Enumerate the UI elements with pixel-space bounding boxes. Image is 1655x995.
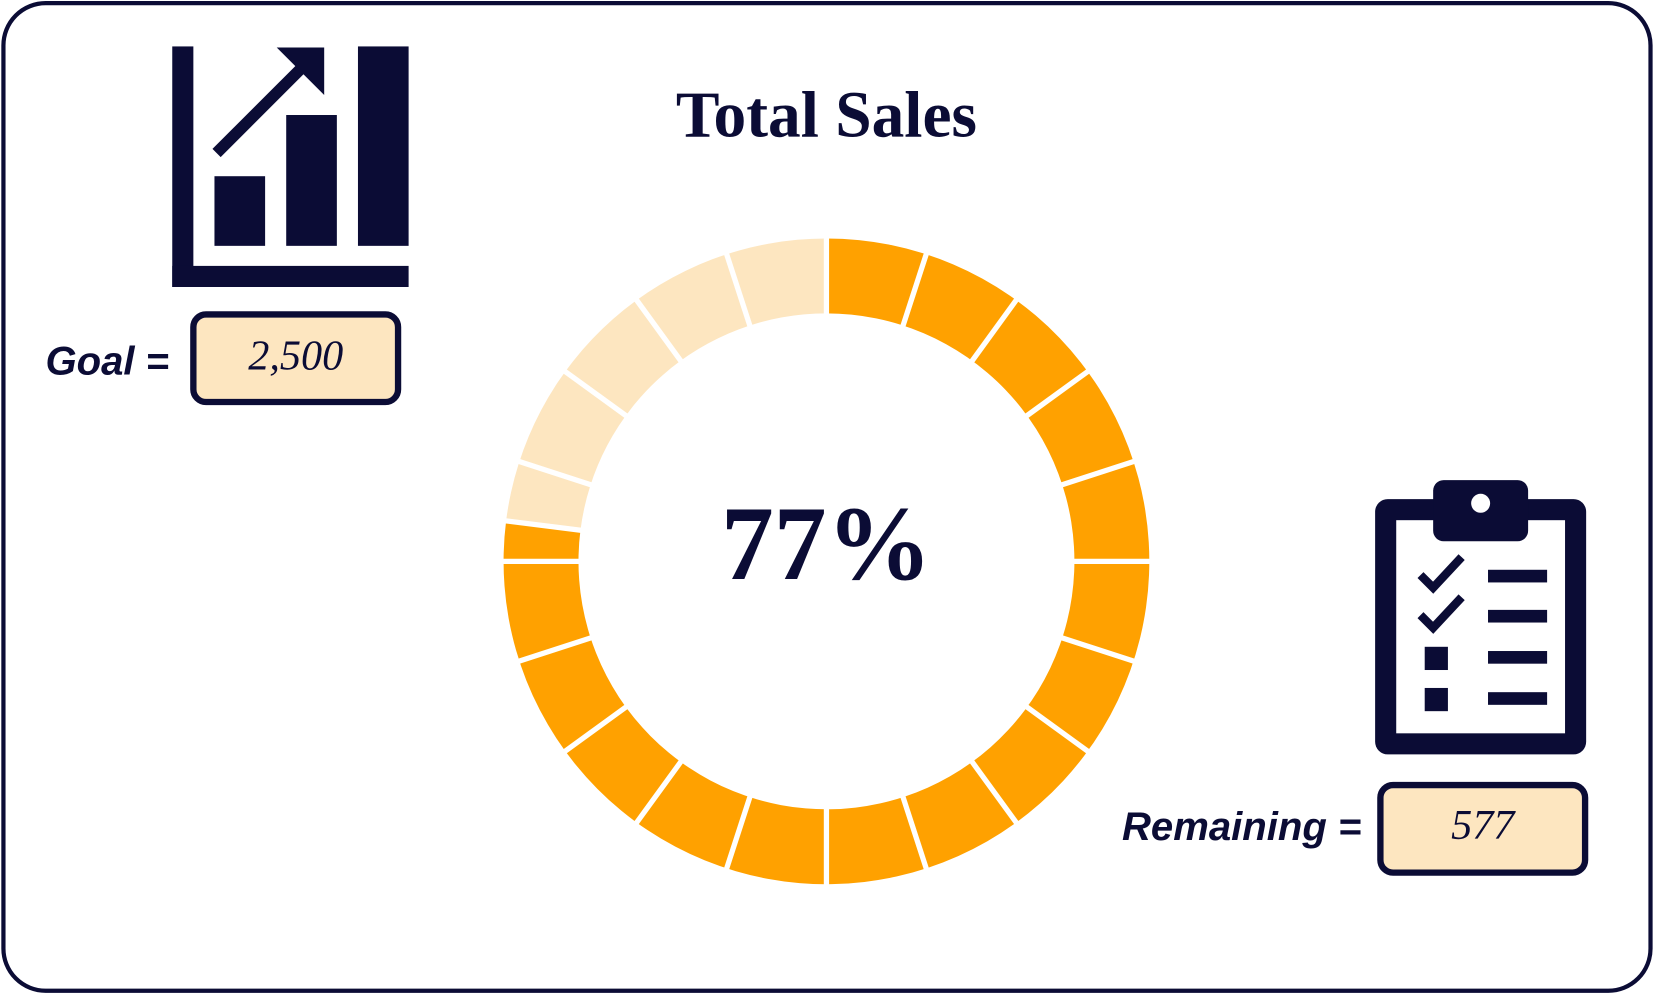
segment-divider — [514, 457, 596, 489]
chart-icon — [172, 46, 409, 287]
chart-title: Total Sales — [676, 79, 977, 151]
segment-divider — [560, 366, 631, 421]
segment-divider — [1057, 457, 1139, 489]
percent-label: 77% — [721, 485, 932, 602]
remaining-value: 577 — [1451, 802, 1516, 849]
segment-divider — [899, 249, 931, 331]
segment-divider — [722, 792, 754, 874]
segment-divider — [1022, 702, 1093, 756]
donut — [499, 234, 1154, 889]
segment-divider — [514, 634, 596, 665]
goal-value: 2,500 — [248, 332, 343, 379]
segment-divider — [560, 702, 631, 756]
segment-divider — [1057, 634, 1139, 665]
segment-divider — [899, 792, 931, 874]
segment-divider — [632, 295, 686, 366]
remaining-label: Remaining = — [1122, 805, 1361, 849]
segment-divider — [722, 249, 754, 331]
goal-box — [190, 311, 402, 406]
goal-label: Goal = — [45, 340, 169, 384]
progress-edge — [501, 517, 585, 534]
segment-divider — [967, 295, 1021, 366]
clipboard-icon — [1375, 480, 1587, 755]
remaining-box — [1377, 781, 1589, 876]
segment-divider — [1022, 366, 1093, 421]
segment-divider — [632, 756, 686, 828]
segment-divider — [967, 756, 1021, 828]
